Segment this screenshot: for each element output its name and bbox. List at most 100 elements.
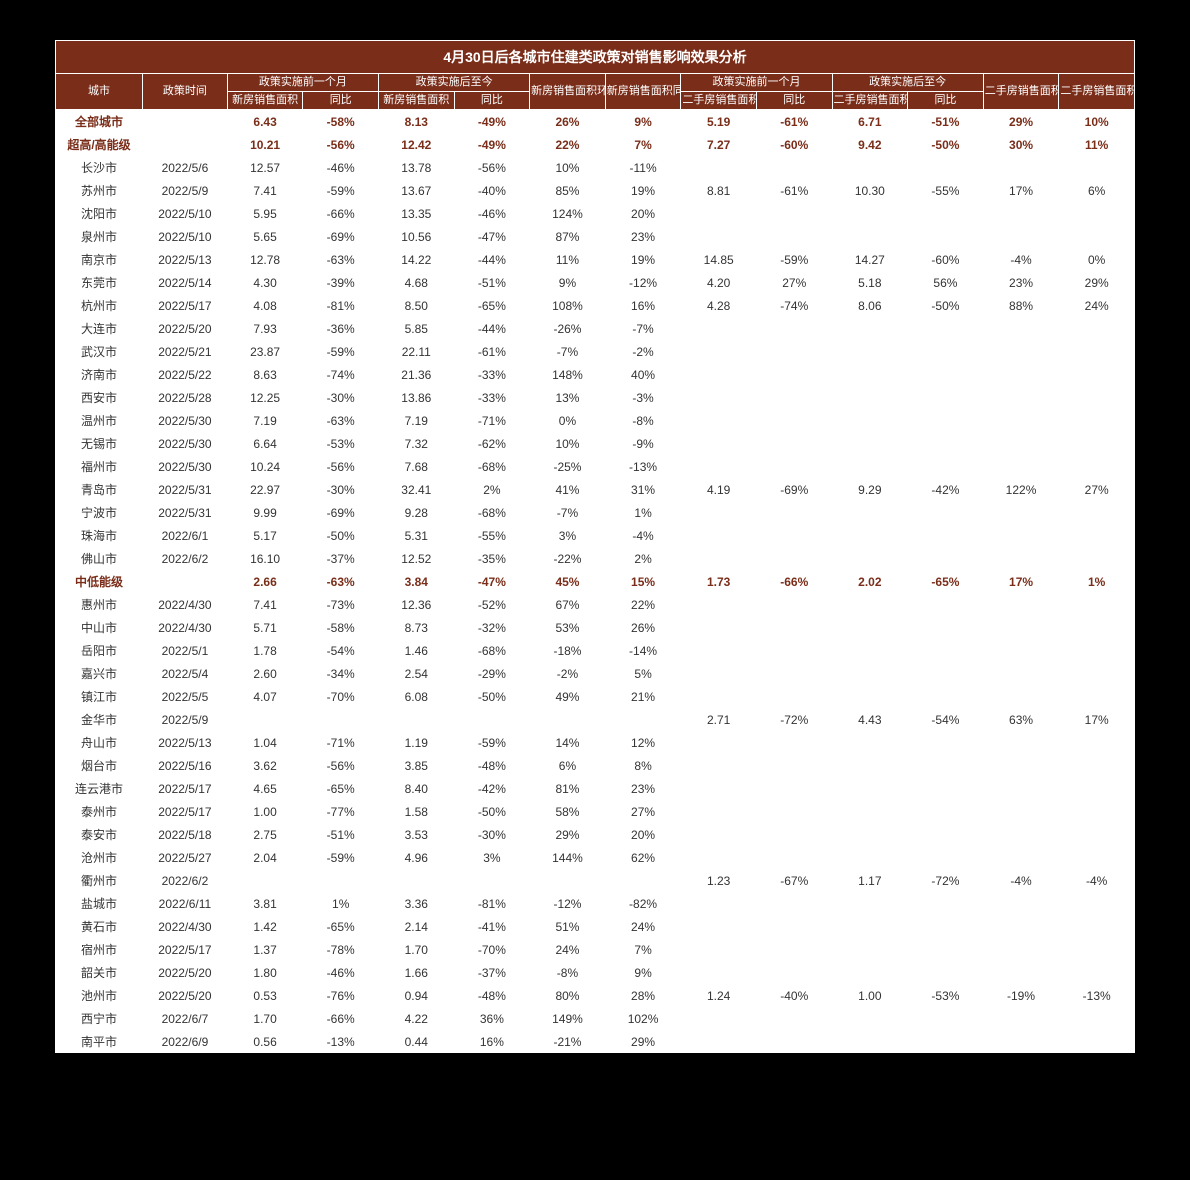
cell: 4.07 <box>227 685 303 708</box>
cell: -59% <box>303 179 379 202</box>
cell: -30% <box>303 478 379 501</box>
cell <box>681 409 757 432</box>
table-row: 韶关市2022/5/201.80-46%1.66-37%-8%9% <box>56 961 1135 984</box>
cell: -2% <box>605 340 681 363</box>
cell: 5% <box>605 662 681 685</box>
cell: 22% <box>605 593 681 616</box>
cell: 80% <box>530 984 606 1007</box>
cell: 16.10 <box>227 547 303 570</box>
cell: 2022/5/5 <box>143 685 228 708</box>
cell <box>756 639 832 662</box>
cell: -7% <box>530 340 606 363</box>
cell <box>1059 409 1135 432</box>
cell <box>227 708 303 731</box>
cell: 87% <box>530 225 606 248</box>
cell: 0.53 <box>227 984 303 1007</box>
cell <box>983 340 1059 363</box>
cell <box>681 616 757 639</box>
cell: 85% <box>530 179 606 202</box>
cell <box>908 202 984 225</box>
cell: 2022/5/4 <box>143 662 228 685</box>
cell: 4.68 <box>378 271 454 294</box>
cell <box>832 731 908 754</box>
cell: 4.20 <box>681 271 757 294</box>
cell: -4% <box>1059 869 1135 892</box>
cell: 23% <box>605 777 681 800</box>
cell: 29% <box>983 110 1059 134</box>
cell <box>756 685 832 708</box>
cell: -35% <box>454 547 530 570</box>
cell <box>908 1007 984 1030</box>
cell: 泉州市 <box>56 225 143 248</box>
cell <box>756 225 832 248</box>
cell: -66% <box>303 202 379 225</box>
cell: 3.62 <box>227 754 303 777</box>
table-row: 泰州市2022/5/171.00-77%1.58-50%58%27% <box>56 800 1135 823</box>
cell: 12.52 <box>378 547 454 570</box>
table-row: 青岛市2022/5/3122.97-30%32.412%41%31%4.19-6… <box>56 478 1135 501</box>
cell <box>832 662 908 685</box>
cell <box>983 938 1059 961</box>
cell: 宿州市 <box>56 938 143 961</box>
cell: 7.19 <box>227 409 303 432</box>
cell: -50% <box>908 133 984 156</box>
cell: -30% <box>454 823 530 846</box>
cell <box>681 777 757 800</box>
cell <box>681 846 757 869</box>
cell: -42% <box>908 478 984 501</box>
table-row: 泉州市2022/5/105.65-69%10.56-47%87%23% <box>56 225 1135 248</box>
cell <box>756 455 832 478</box>
cell <box>1059 961 1135 984</box>
cell <box>681 524 757 547</box>
cell <box>681 202 757 225</box>
cell <box>908 225 984 248</box>
cell: 21.36 <box>378 363 454 386</box>
cell: 8.63 <box>227 363 303 386</box>
cell <box>983 846 1059 869</box>
cell: -12% <box>605 271 681 294</box>
cell: 连云港市 <box>56 777 143 800</box>
cell: -61% <box>756 179 832 202</box>
cell: 8.13 <box>378 110 454 134</box>
table-row: 盐城市2022/6/113.811%3.36-81%-12%-82% <box>56 892 1135 915</box>
cell: 青岛市 <box>56 478 143 501</box>
cell: 4.28 <box>681 294 757 317</box>
cell <box>983 501 1059 524</box>
cell <box>681 156 757 179</box>
cell: -74% <box>303 363 379 386</box>
cell: 27% <box>1059 478 1135 501</box>
cell: 9.28 <box>378 501 454 524</box>
table-row: 济南市2022/5/228.63-74%21.36-33%148%40% <box>56 363 1135 386</box>
cell: -77% <box>303 800 379 823</box>
col-used-area-before: 二手房销售面积 <box>681 92 757 110</box>
cell: 无锡市 <box>56 432 143 455</box>
cell: 2022/6/1 <box>143 524 228 547</box>
cell: -68% <box>454 501 530 524</box>
cell: -29% <box>454 662 530 685</box>
cell: 40% <box>605 363 681 386</box>
cell: 9% <box>605 110 681 134</box>
cell: -7% <box>605 317 681 340</box>
cell <box>908 777 984 800</box>
cell <box>832 593 908 616</box>
cell: -60% <box>908 248 984 271</box>
page: 4月30日后各城市住建类政策对销售影响效果分析 城市 政策时间 政策实施前一个月… <box>55 40 1135 1053</box>
cell: 4.65 <box>227 777 303 800</box>
cell: 6.71 <box>832 110 908 134</box>
cell: 20% <box>605 202 681 225</box>
col-used-yoy-after: 同比 <box>908 92 984 110</box>
cell: 22.97 <box>227 478 303 501</box>
table-row: 连云港市2022/5/174.65-65%8.40-42%81%23% <box>56 777 1135 800</box>
cell <box>756 938 832 961</box>
cell: 144% <box>530 846 606 869</box>
cell: 9% <box>530 271 606 294</box>
cell: -44% <box>454 317 530 340</box>
cell: 31% <box>605 478 681 501</box>
cell: 7.19 <box>378 409 454 432</box>
cell: 黄石市 <box>56 915 143 938</box>
cell: 2022/5/9 <box>143 179 228 202</box>
cell: -62% <box>454 432 530 455</box>
cell: 盐城市 <box>56 892 143 915</box>
cell: 10.30 <box>832 179 908 202</box>
cell <box>908 731 984 754</box>
